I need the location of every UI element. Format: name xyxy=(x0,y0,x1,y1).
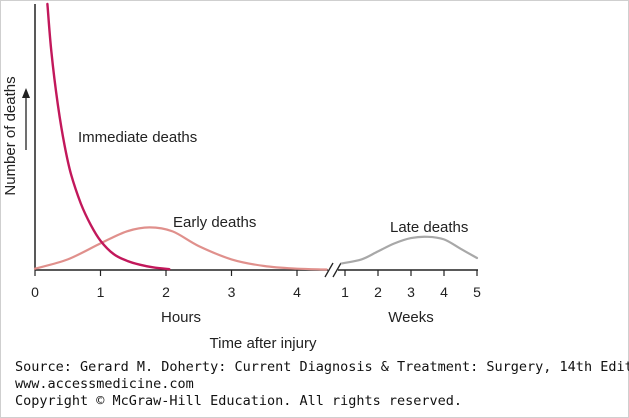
trimodal-death-chart: 0 1 2 3 4 1 2 3 4 5 Number of deaths Immediate de… xyxy=(2,2,481,352)
x-tick-label: 5 xyxy=(473,284,481,300)
x-unit-label-weeks: Weeks xyxy=(388,309,434,326)
source-credit: Source: Gerard M. Doherty: Current Diagn… xyxy=(15,359,629,410)
annotation-early-deaths: Early deaths xyxy=(173,214,256,231)
x-tick-label: 2 xyxy=(162,284,170,300)
axis-break-mark xyxy=(332,262,342,278)
annotation-immediate-deaths: Immediate deaths xyxy=(78,129,197,146)
x-tick-label: 1 xyxy=(97,284,105,300)
source-url: www.accessmedicine.com xyxy=(15,376,194,392)
x-tick-label: 3 xyxy=(228,284,236,300)
x-tick-label: 4 xyxy=(293,284,301,300)
x-tick-label: 4 xyxy=(440,284,448,300)
annotation-late-deaths: Late deaths xyxy=(390,219,468,236)
x-unit-label-hours: Hours xyxy=(161,309,201,326)
series-line-early-deaths xyxy=(33,226,328,271)
x-tick-label: 3 xyxy=(407,284,415,300)
y-axis-arrow-head xyxy=(22,88,30,98)
axis-break-mark xyxy=(324,262,334,278)
x-tick-label: 2 xyxy=(374,284,382,300)
x-axis-label: Time after injury xyxy=(210,335,317,352)
source-line: Source: Gerard M. Doherty: Current Diagn… xyxy=(15,359,629,375)
copyright-line: Copyright © McGraw-Hill Education. All r… xyxy=(15,393,463,409)
x-tick-label: 1 xyxy=(341,284,349,300)
series-line-late-deaths xyxy=(340,235,479,265)
y-axis-label: Number of deaths xyxy=(2,76,19,195)
x-tick-label: 0 xyxy=(31,284,39,300)
series-line-immediate-deaths xyxy=(46,2,171,271)
